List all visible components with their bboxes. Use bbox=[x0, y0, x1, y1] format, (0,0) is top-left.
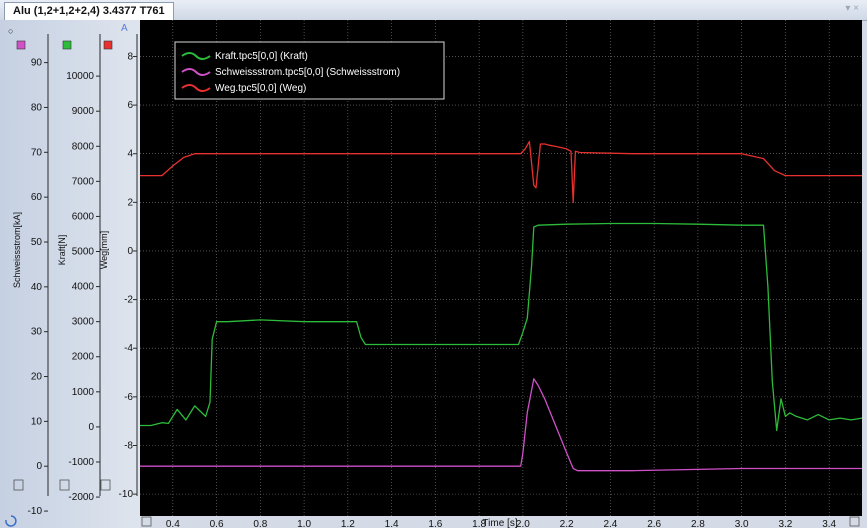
kraft-tick-label: 8000 bbox=[72, 141, 95, 152]
x-tick-label: 0.8 bbox=[253, 519, 267, 528]
weg-series-line bbox=[140, 140, 862, 204]
kraft-tick-label: -2000 bbox=[68, 492, 94, 503]
zoom-icon[interactable] bbox=[13, 479, 24, 491]
kraft-tick-label: 3000 bbox=[72, 317, 95, 328]
zoom-x-icon[interactable] bbox=[141, 516, 152, 527]
schweissstrom-tick-label: 80 bbox=[31, 102, 43, 113]
plot-area[interactable] bbox=[140, 20, 862, 516]
kraft-axis-label: Kraft[N] bbox=[57, 235, 67, 266]
x-tick-label: 2.2 bbox=[560, 519, 574, 528]
kraft-tick-label: 1000 bbox=[72, 387, 95, 398]
series-lines bbox=[140, 140, 863, 472]
kraft-tick-label: 0 bbox=[88, 422, 94, 433]
x-tick-label: 0.6 bbox=[210, 519, 224, 528]
x-tick-label: 2.0 bbox=[516, 519, 530, 528]
schweissstrom-tick-label: 0 bbox=[36, 461, 42, 472]
legend-box bbox=[174, 41, 445, 100]
legend-swatch bbox=[181, 84, 211, 92]
weg-tick-label: -4 bbox=[124, 343, 133, 354]
schweissstrom-tick-label: 50 bbox=[31, 237, 43, 248]
undo-icon[interactable] bbox=[5, 515, 17, 527]
x-tick-label: 1.2 bbox=[341, 519, 355, 528]
x-tick-label: 1.0 bbox=[297, 519, 311, 528]
legend-swatch bbox=[181, 52, 211, 60]
close-icon[interactable]: × bbox=[853, 3, 859, 14]
weg-tick-label: 8 bbox=[127, 51, 133, 62]
legend-label: Schweissstrom.tpc5[0,0] (Schweissstrom) bbox=[215, 67, 400, 78]
kraft-tick-label: 7000 bbox=[72, 176, 95, 187]
schweissstrom-axis-label: Schweissstrom[kA] bbox=[12, 212, 22, 288]
schweissstrom-tick-label: 90 bbox=[31, 58, 43, 69]
weg-color-swatch[interactable] bbox=[103, 40, 113, 50]
x-tick-label: 1.8 bbox=[472, 519, 486, 528]
weg-tick-label: -8 bbox=[124, 440, 133, 451]
kraft-tick-label: 2000 bbox=[72, 352, 95, 363]
legend-swatch bbox=[181, 68, 211, 76]
schweissstrom-tick-label: 10 bbox=[31, 416, 43, 427]
x-tick-label: 2.6 bbox=[647, 519, 661, 528]
schweissstrom-tick-label: 40 bbox=[31, 282, 43, 293]
legend: Kraft.tpc5[0,0] (Kraft) Schweissstrom.tpc… bbox=[174, 41, 445, 100]
schweissstrom-tick-label: -10 bbox=[28, 506, 43, 517]
weg-tick-label: -2 bbox=[124, 295, 133, 306]
x-axis-label: Time [s] bbox=[482, 518, 517, 528]
schweissstrom-tick-label: 60 bbox=[31, 192, 43, 203]
weg-tick-label: 2 bbox=[127, 197, 133, 208]
kraft-tick-label: 6000 bbox=[72, 211, 95, 222]
weg-axis-label: Weg[mm] bbox=[99, 231, 109, 269]
x-tick-label: 2.8 bbox=[691, 519, 705, 528]
kraft-tick-label: 4000 bbox=[72, 282, 95, 293]
tab-title[interactable]: Alu (1,2+1,2+2,4) 3.4377 T761 bbox=[4, 2, 174, 20]
weg-tick-label: -6 bbox=[124, 392, 133, 403]
kraft-tick-label: 9000 bbox=[72, 106, 95, 117]
zoom-icon[interactable] bbox=[100, 479, 111, 491]
schweissstrom-color-swatch[interactable] bbox=[16, 40, 26, 50]
x-tick-label: 2.4 bbox=[603, 519, 617, 528]
x-tick-label: 3.0 bbox=[735, 519, 749, 528]
kraft-tick-label: 5000 bbox=[72, 247, 95, 258]
schweissstrom-tick-label: 20 bbox=[31, 372, 43, 383]
x-tick-label: 1.6 bbox=[428, 519, 442, 528]
corner-marker: ○ bbox=[8, 26, 13, 36]
zoom-icon[interactable] bbox=[59, 479, 70, 491]
kraft-tick-label: 10000 bbox=[66, 71, 94, 82]
tab-controls[interactable]: ▾ × bbox=[845, 3, 859, 14]
legend-label: Kraft.tpc5[0,0] (Kraft) bbox=[215, 51, 308, 62]
extras: A bbox=[5, 23, 860, 527]
legend-label: Weg.tpc5[0,0] (Weg) bbox=[215, 83, 306, 94]
tab-bar: Alu (1,2+1,2+2,4) 3.4377 T761 ▾ × bbox=[0, 0, 867, 21]
schweissstrom-tick-label: 30 bbox=[31, 327, 43, 338]
kraft-color-swatch[interactable] bbox=[62, 40, 72, 50]
x-axis: 0.4 0.6 0.8 1.0 1.2 1.4 1.6 1.8 2.0 2.2 2.4 2.6 2.8 3… bbox=[166, 518, 837, 528]
kraft-series-line bbox=[140, 222, 863, 432]
chevron-down-icon[interactable]: ▾ bbox=[845, 3, 851, 14]
x-tick-label: 3.4 bbox=[822, 519, 836, 528]
zoom-x-icon[interactable] bbox=[849, 516, 860, 527]
axis-panel bbox=[0, 20, 140, 528]
x-tick-label: 1.4 bbox=[385, 519, 399, 528]
weg-tick-label: 0 bbox=[127, 246, 133, 257]
weg-tick-label: -10 bbox=[119, 489, 134, 500]
schweissstrom-tick-label: 70 bbox=[31, 147, 43, 158]
x-tick-label: 3.2 bbox=[778, 519, 792, 528]
weg-tick-label: 4 bbox=[127, 149, 133, 160]
weg-tick-label: 6 bbox=[127, 100, 133, 111]
kraft-tick-label: -1000 bbox=[68, 457, 94, 468]
marker-a: A bbox=[121, 23, 128, 34]
y-axes: 9080706050403020100-10Schweissstrom[kA]1… bbox=[8, 26, 138, 517]
x-tick-label: 0.4 bbox=[166, 519, 180, 528]
schweissstrom-series-line bbox=[140, 378, 862, 472]
